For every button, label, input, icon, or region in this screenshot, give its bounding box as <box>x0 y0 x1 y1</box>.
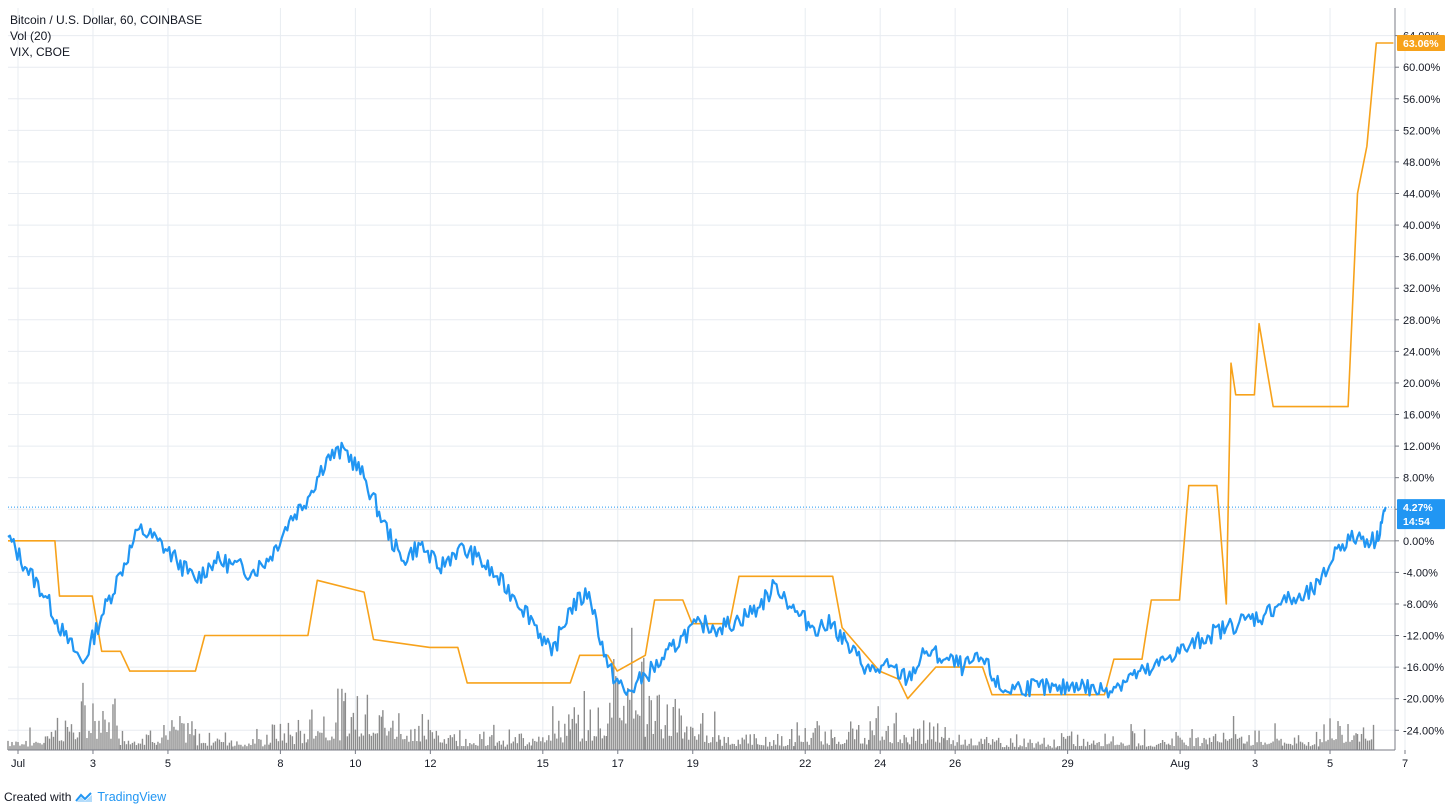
x-tick-label: 12 <box>424 758 436 770</box>
vix-last-tag-label: 63.06% <box>1403 38 1439 50</box>
vix-series <box>8 42 1394 700</box>
btc-line <box>7 441 1387 699</box>
footer: Created with TradingView <box>4 788 166 806</box>
x-tick-label: 19 <box>687 758 699 770</box>
tradingview-brand-link[interactable]: TradingView <box>97 790 167 804</box>
vix-line <box>8 42 1394 700</box>
x-tick-label: 26 <box>949 758 961 770</box>
btc-countdown-label: 14:54 <box>1403 516 1430 528</box>
volume-series <box>7 627 1375 750</box>
legend-volume[interactable]: Vol (20) <box>10 29 52 43</box>
btc-series <box>7 441 1395 699</box>
y-tick-label: -8.00% <box>1403 599 1438 611</box>
legend-btc[interactable]: Bitcoin / U.S. Dollar, 60, COINBASE <box>10 13 203 27</box>
price-tags: 63.06% 4.27% 14:54 <box>1397 35 1445 530</box>
y-tick-label: 40.00% <box>1403 220 1441 232</box>
y-tick-label: 32.00% <box>1403 283 1441 295</box>
y-tick-label: 24.00% <box>1403 346 1441 358</box>
x-tick-label: 10 <box>349 758 361 770</box>
legend: Bitcoin / U.S. Dollar, 60, COINBASE Vol … <box>10 12 202 60</box>
x-tick-label: 3 <box>90 758 96 770</box>
chart-canvas: -24.00% -20.00% -16.00% -12.00% -8.00% -4.00%… <box>7 8 1445 770</box>
x-tick-label: Aug <box>1170 758 1190 770</box>
x-tick-label: 15 <box>537 758 549 770</box>
created-with-label: Created with <box>4 790 72 804</box>
btc-last-tag-label: 4.27% <box>1403 502 1433 514</box>
x-tick-label: 7 <box>1402 758 1408 770</box>
x-tick-label: 22 <box>799 758 811 770</box>
y-tick-label: -12.00% <box>1403 631 1444 643</box>
y-tick-label: 20.00% <box>1403 378 1441 390</box>
y-tick-label: -20.00% <box>1403 694 1444 706</box>
x-tick-label: Jul <box>11 758 25 770</box>
y-tick-label: 36.00% <box>1403 252 1441 264</box>
x-tick-label: 24 <box>874 758 886 770</box>
x-tick-label: 3 <box>1252 758 1258 770</box>
y-tick-label: 12.00% <box>1403 441 1441 453</box>
y-tick-label: 48.00% <box>1403 157 1441 169</box>
y-tick-label: 8.00% <box>1403 473 1434 485</box>
chart-frame: -24.00% -20.00% -16.00% -12.00% -8.00% -4.00%… <box>7 8 1445 770</box>
y-tick-label: -24.00% <box>1403 725 1444 737</box>
y-tick-label: 56.00% <box>1403 94 1441 106</box>
y-tick-label: 60.00% <box>1403 62 1441 74</box>
y-tick-label: 28.00% <box>1403 315 1441 327</box>
x-tick-label: 5 <box>165 758 171 770</box>
vix-last-tag <box>1397 35 1445 52</box>
y-tick-label: 44.00% <box>1403 189 1441 201</box>
tradingview-logo-icon <box>75 791 93 802</box>
y-tick-label: 16.00% <box>1403 410 1441 422</box>
btc-last-tag <box>1397 499 1445 530</box>
y-tick-label: 52.00% <box>1403 125 1441 137</box>
x-tick-label: 29 <box>1061 758 1073 770</box>
axes: -24.00% -20.00% -16.00% -12.00% -8.00% -4.00%… <box>8 8 1444 770</box>
x-tick-label: 17 <box>612 758 624 770</box>
x-tick-label: 5 <box>1327 758 1333 770</box>
x-tick-label: 8 <box>277 758 283 770</box>
y-tick-label: 0.00% <box>1403 536 1434 548</box>
y-tick-label: -4.00% <box>1403 567 1438 579</box>
y-tick-label: -16.00% <box>1403 662 1444 674</box>
legend-vix[interactable]: VIX, CBOE <box>10 45 71 59</box>
